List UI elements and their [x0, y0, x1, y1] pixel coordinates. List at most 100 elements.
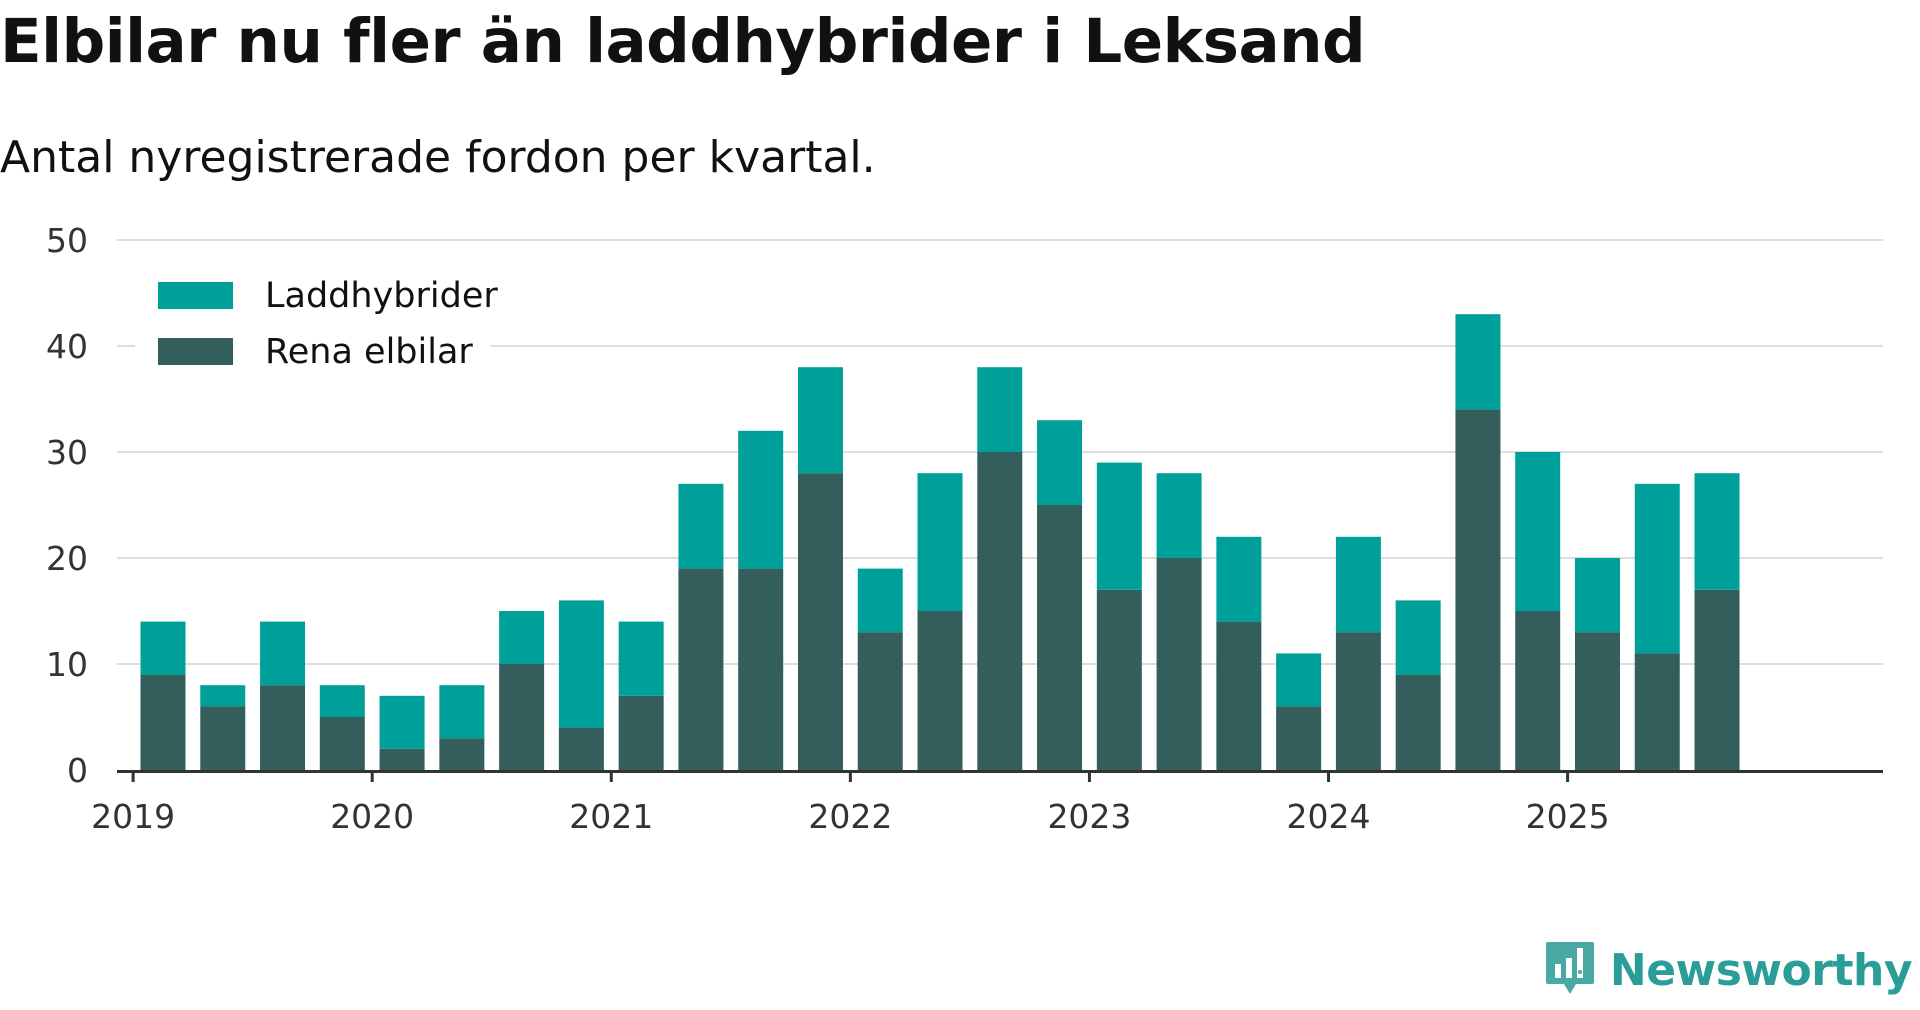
- y-tick-label: 30: [46, 433, 88, 472]
- bar-elbilar: [499, 664, 545, 770]
- bar-elbilar: [738, 568, 784, 770]
- bar-elbilar: [1276, 706, 1322, 770]
- bar-group: [260, 621, 306, 770]
- bar-elbilar: [439, 738, 485, 770]
- bar-elbilar: [379, 748, 425, 770]
- bar-group: [977, 367, 1023, 770]
- bar-elbilar: [200, 706, 246, 770]
- bar-elbilar: [977, 452, 1023, 770]
- bar-group: [1216, 536, 1262, 770]
- bar-group: [1515, 452, 1561, 770]
- bar-laddhybrider: [857, 568, 903, 633]
- bar-elbilar: [140, 674, 186, 770]
- bar-elbilar: [1096, 589, 1142, 770]
- bar-laddhybrider: [1515, 452, 1561, 611]
- x-tick-label: 2025: [1526, 797, 1610, 836]
- bar-group: [618, 621, 664, 770]
- bar-elbilar: [1395, 674, 1441, 770]
- bar-laddhybrider: [738, 430, 784, 569]
- bar-elbilar: [917, 611, 963, 770]
- x-axis: 2019 2020 2021 2022 2023 2024 2025: [91, 770, 1883, 836]
- newsworthy-logo-icon: [1545, 942, 1594, 994]
- bar-elbilar: [1216, 621, 1262, 770]
- bar-laddhybrider: [260, 621, 306, 686]
- bars: [140, 314, 1740, 770]
- y-tick-label: 0: [67, 751, 88, 790]
- bar-laddhybrider: [618, 621, 664, 696]
- bar-laddhybrider: [1156, 473, 1202, 558]
- newsworthy-brand: Newsworthy: [1544, 930, 1913, 1010]
- bar-group: [439, 685, 485, 770]
- y-tick-label: 50: [46, 221, 88, 260]
- bar-elbilar: [1574, 632, 1620, 770]
- bar-group: [1037, 420, 1083, 770]
- bar-elbilar: [1335, 632, 1381, 770]
- bar-elbilar: [1515, 611, 1561, 770]
- bar-group: [1395, 600, 1441, 770]
- bar-group: [1276, 653, 1322, 770]
- bar-group: [917, 473, 963, 770]
- bar-group: [678, 483, 724, 770]
- legend: Laddhybrider Rena elbilar: [135, 262, 498, 380]
- bar-laddhybrider: [379, 695, 425, 749]
- bar-laddhybrider: [1455, 314, 1501, 410]
- x-tick-label: 2020: [330, 797, 414, 836]
- bar-group: [1335, 536, 1381, 770]
- bar-elbilar: [558, 727, 604, 770]
- bar-elbilar: [1455, 409, 1501, 770]
- x-tick-label: 2024: [1287, 797, 1371, 836]
- bar-laddhybrider: [499, 611, 545, 664]
- bar-laddhybrider: [917, 473, 963, 611]
- bar-elbilar: [260, 685, 306, 770]
- bar-group: [1694, 473, 1740, 770]
- x-tick-label: 2022: [808, 797, 892, 836]
- bar-elbilar: [319, 717, 365, 770]
- x-tick-label: 2023: [1047, 797, 1131, 836]
- bar-group: [558, 600, 604, 770]
- bar-laddhybrider: [1216, 536, 1262, 622]
- bar-laddhybrider: [140, 621, 186, 675]
- bar-group: [1156, 473, 1202, 770]
- bar-group: [857, 568, 903, 770]
- brand-name: Newsworthy: [1609, 944, 1913, 996]
- y-axis-tick-labels: 0 10 20 30 40 50: [46, 221, 88, 790]
- bar-group: [1574, 558, 1620, 770]
- bar-laddhybrider: [1276, 653, 1322, 707]
- bar-group: [797, 367, 843, 770]
- bar-laddhybrider: [1037, 420, 1083, 505]
- bar-elbilar: [1037, 505, 1083, 770]
- bar-group: [1634, 483, 1680, 770]
- chart-subtitle: Antal nyregistrerade fordon per kvartal.: [0, 132, 876, 183]
- bar-elbilar: [1156, 558, 1202, 770]
- legend-label-elbilar: Rena elbilar: [265, 332, 473, 372]
- bar-laddhybrider: [1574, 558, 1620, 633]
- bar-laddhybrider: [319, 685, 365, 717]
- legend-swatch-laddhybrider: [158, 282, 233, 309]
- x-tick-label: 2019: [91, 797, 175, 836]
- bar-laddhybrider: [200, 685, 246, 707]
- legend-label-laddhybrider: Laddhybrider: [265, 276, 498, 316]
- bar-group: [140, 621, 186, 770]
- y-tick-label: 20: [46, 539, 88, 578]
- bar-elbilar: [618, 695, 664, 770]
- bar-laddhybrider: [797, 367, 843, 474]
- y-tick-label: 40: [46, 327, 88, 366]
- bar-laddhybrider: [1634, 483, 1680, 654]
- bar-laddhybrider: [439, 685, 485, 739]
- bar-group: [1455, 314, 1501, 770]
- bar-group: [738, 430, 784, 770]
- legend-swatch-elbilar: [158, 338, 233, 365]
- bar-elbilar: [1694, 589, 1740, 770]
- bar-elbilar: [678, 568, 724, 770]
- stacked-bar-chart: 0 10 20 30 40 50 2019 2020 2021 2022 2023 2024 2025…: [46, 221, 1883, 836]
- bar-group: [200, 685, 246, 770]
- bar-laddhybrider: [1096, 462, 1142, 590]
- bar-laddhybrider: [558, 600, 604, 728]
- bar-laddhybrider: [678, 483, 724, 569]
- bar-elbilar: [857, 632, 903, 770]
- bar-laddhybrider: [1395, 600, 1441, 675]
- bar-laddhybrider: [977, 367, 1023, 452]
- bar-group: [499, 611, 545, 770]
- bar-laddhybrider: [1335, 536, 1381, 633]
- bar-laddhybrider: [1694, 473, 1740, 590]
